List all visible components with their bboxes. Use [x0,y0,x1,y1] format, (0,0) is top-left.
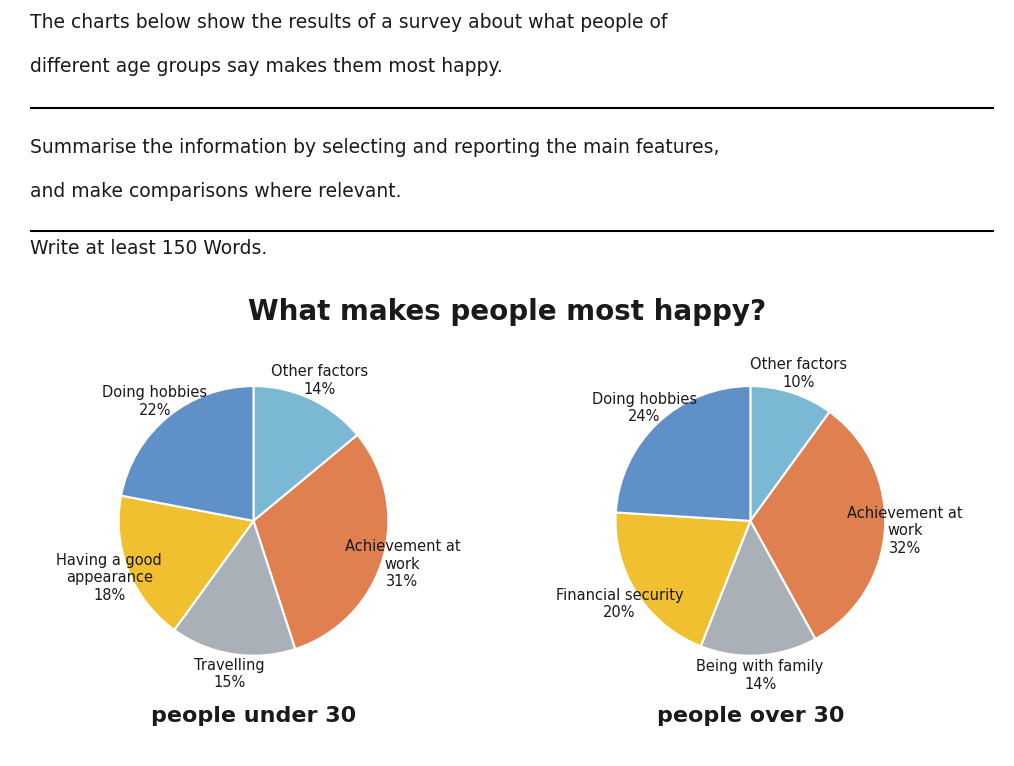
Text: Write at least 150 Words.: Write at least 150 Words. [30,239,268,258]
Wedge shape [254,435,388,649]
Text: Other factors
14%: Other factors 14% [271,365,368,397]
Text: people under 30: people under 30 [151,706,356,726]
Wedge shape [174,521,295,656]
Text: Other factors
10%: Other factors 10% [749,357,847,390]
Text: The charts below show the results of a survey about what people of: The charts below show the results of a s… [30,13,668,32]
Wedge shape [119,496,254,630]
Text: and make comparisons where relevant.: and make comparisons where relevant. [30,182,402,201]
Wedge shape [701,521,815,656]
Text: Having a good
appearance
18%: Having a good appearance 18% [57,553,162,603]
Wedge shape [121,386,254,521]
Wedge shape [750,386,829,521]
Text: Financial security
20%: Financial security 20% [556,588,683,620]
Text: Summarise the information by selecting and reporting the main features,: Summarise the information by selecting a… [30,138,720,157]
Wedge shape [750,412,885,639]
Text: Achievement at
work
31%: Achievement at work 31% [345,539,460,589]
Text: Achievement at
work
32%: Achievement at work 32% [848,506,963,555]
Text: people over 30: people over 30 [657,706,844,726]
Wedge shape [615,512,750,647]
Text: Doing hobbies
22%: Doing hobbies 22% [102,385,207,417]
Text: Being with family
14%: Being with family 14% [697,660,823,692]
Text: Doing hobbies
24%: Doing hobbies 24% [591,391,697,424]
Text: Travelling
15%: Travelling 15% [194,658,265,690]
Wedge shape [254,386,357,521]
Wedge shape [615,386,750,521]
Text: different age groups say makes them most happy.: different age groups say makes them most… [30,57,503,76]
Text: What makes people most happy?: What makes people most happy? [248,298,766,326]
